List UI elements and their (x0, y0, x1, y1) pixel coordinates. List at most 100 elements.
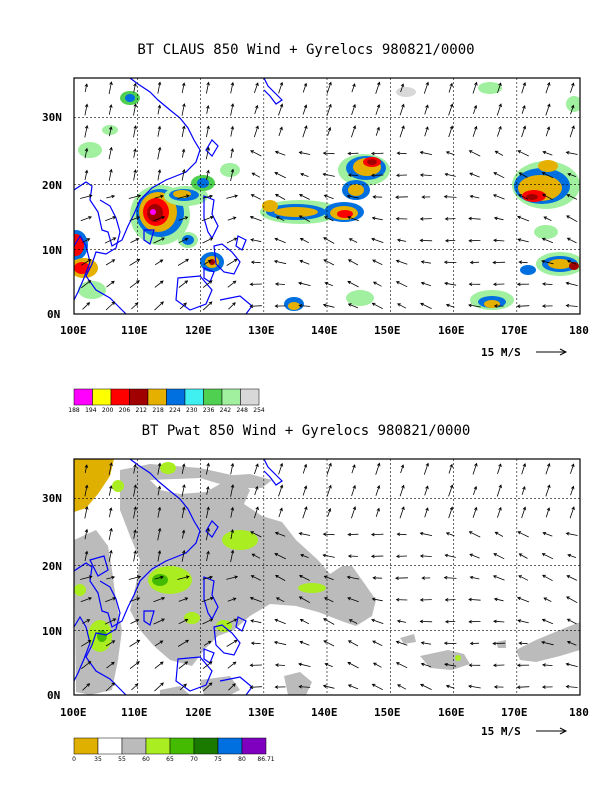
wind-arrow (423, 81, 429, 94)
wind-arrow (274, 685, 286, 689)
wind-arrow (274, 194, 286, 200)
wind-arrow (299, 619, 310, 625)
wind-arrow (154, 682, 164, 692)
wind-arrow (518, 194, 529, 200)
wind-arrow (545, 81, 551, 94)
wind-arrow (254, 463, 259, 475)
wind-arrow (570, 463, 575, 474)
wind-arrow (230, 125, 235, 137)
wind-arrow (521, 485, 526, 495)
x-tick-label: 150E (374, 324, 401, 337)
wind-arrow (278, 126, 283, 137)
wind-arrow (469, 553, 480, 559)
wind-arrow (230, 103, 235, 116)
wind-arrow (249, 685, 262, 689)
wind-arrow (517, 238, 529, 243)
wind-arrow (178, 661, 189, 669)
wind-arrow (395, 662, 408, 669)
wind-arrow (518, 575, 529, 581)
wind-arrow (254, 485, 259, 496)
wind-arrow (468, 663, 481, 667)
wind-arrow (278, 462, 284, 475)
wind-arrow (206, 462, 210, 475)
wind-arrow (298, 596, 311, 604)
wind-arrow (419, 150, 433, 155)
wind-arrow (300, 553, 309, 558)
wind-arrow (372, 259, 383, 266)
wind-arrow (251, 172, 261, 178)
wind-arrow (153, 237, 165, 244)
wind-arrow (541, 685, 553, 689)
wind-arrow (469, 194, 480, 199)
colorbar-swatch (241, 737, 267, 755)
wind-arrow (181, 103, 186, 116)
wind-arrow (444, 217, 456, 221)
colorbar-swatch (145, 737, 171, 755)
wind-arrow (347, 173, 358, 177)
y-tick-label: 30N (42, 492, 62, 505)
wind-arrow (423, 462, 429, 475)
wind-arrow (518, 553, 528, 559)
wind-arrow (420, 302, 432, 309)
wind-arrow (251, 553, 261, 559)
wind-arrow (250, 194, 261, 200)
colorbar-tick-label: 0 (72, 756, 76, 763)
colorbar-tick-label: 65 (166, 756, 174, 763)
wind-arrow (493, 216, 504, 221)
wind-arrow (565, 532, 578, 536)
wind-arrow (375, 126, 380, 136)
wind-arrow (444, 662, 457, 667)
wind-arrow (493, 238, 505, 243)
wind-arrow (444, 172, 456, 177)
y-tick-label: 10N (42, 244, 62, 257)
wind-arrow (275, 216, 285, 222)
wind-arrow (323, 640, 335, 647)
wind-arrow (565, 662, 578, 667)
wind-arrow (493, 619, 505, 624)
wind-arrow (181, 125, 186, 138)
wind-arrow (181, 484, 186, 497)
wind-arrow (226, 575, 239, 580)
wind-arrow (448, 463, 453, 474)
wind-arrow (253, 506, 259, 519)
wind-arrow (106, 194, 116, 199)
wind-arrow (133, 484, 137, 497)
wind-arrow (372, 281, 382, 287)
wind-arrow (177, 258, 190, 266)
wind-arrow (375, 485, 381, 496)
wind-arrow (566, 215, 578, 223)
wind-arrow (133, 148, 137, 158)
colorbar-swatch (193, 737, 219, 755)
wind-arrow (181, 148, 186, 158)
wind-arrow (347, 151, 359, 156)
wind-arrow (322, 684, 335, 689)
wind-arrow (371, 237, 384, 243)
wind-arrow (468, 619, 481, 624)
y-tick-label: 10N (42, 625, 62, 638)
colorbar-tick-label: 218 (152, 407, 164, 414)
wind-arrow (419, 554, 432, 558)
wind-arrow (492, 260, 506, 265)
wind-arrow (230, 528, 234, 540)
wind-arrow (84, 83, 89, 92)
wind-arrow (178, 618, 189, 625)
colorbar-tick-label: 70 (190, 756, 198, 763)
wind-arrow (202, 237, 214, 244)
wind-arrow (347, 281, 359, 288)
wind-arrow (420, 260, 431, 264)
wind-arrow (206, 104, 210, 114)
wind-arrow (108, 527, 113, 541)
wind-arrow (179, 302, 187, 310)
wind-arrow (181, 529, 186, 539)
wind-arrow (274, 237, 286, 244)
wind-arrow (541, 259, 554, 265)
coastlines (74, 78, 283, 314)
wind-arrow (445, 684, 455, 689)
wind-arrow (351, 125, 357, 138)
wind-arrow (567, 172, 577, 177)
wind-arrow (228, 302, 236, 310)
wind-arrow (80, 259, 92, 266)
wind-arrow (516, 282, 530, 287)
wind-arrow (347, 640, 359, 647)
wind-arrow (108, 126, 113, 137)
